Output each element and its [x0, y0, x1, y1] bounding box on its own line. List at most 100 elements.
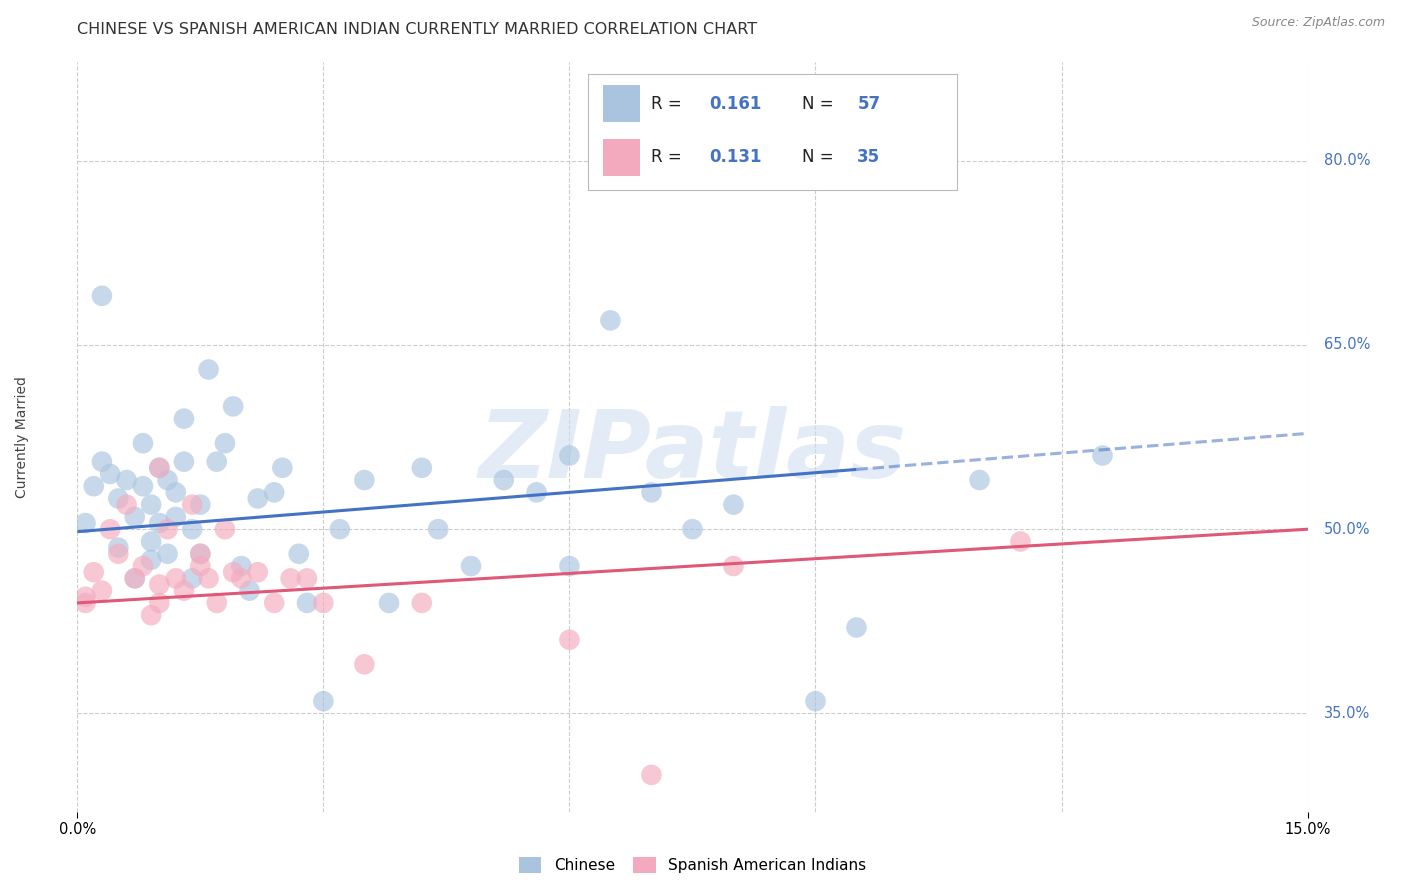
- Point: [181, 571, 204, 585]
- Point: [558, 632, 581, 647]
- Text: CHINESE VS SPANISH AMERICAN INDIAN CURRENTLY MARRIED CORRELATION CHART: CHINESE VS SPANISH AMERICAN INDIAN CURRE…: [77, 22, 758, 37]
- Text: Source: ZipAtlas.com: Source: ZipAtlas.com: [1251, 16, 1385, 29]
- Point: [845, 620, 868, 634]
- Point: [132, 479, 155, 493]
- Point: [263, 596, 285, 610]
- Point: [312, 694, 335, 708]
- Point: [188, 498, 212, 512]
- Point: [107, 541, 129, 555]
- Point: [411, 460, 433, 475]
- Point: [141, 534, 163, 549]
- Point: [460, 559, 482, 574]
- Point: [558, 559, 581, 574]
- Point: [353, 473, 375, 487]
- Point: [141, 553, 163, 567]
- Point: [1091, 449, 1114, 463]
- Point: [197, 362, 219, 376]
- Point: [156, 473, 179, 487]
- Point: [90, 289, 114, 303]
- Point: [205, 455, 228, 469]
- Point: [205, 596, 228, 610]
- Point: [353, 657, 375, 672]
- Point: [295, 596, 318, 610]
- Point: [378, 596, 401, 610]
- Point: [107, 547, 129, 561]
- Text: 80.0%: 80.0%: [1324, 153, 1371, 169]
- Point: [682, 522, 704, 536]
- Point: [115, 498, 138, 512]
- Point: [165, 510, 187, 524]
- Point: [148, 460, 170, 475]
- Point: [492, 473, 515, 487]
- Point: [312, 596, 335, 610]
- Point: [75, 516, 97, 530]
- Point: [411, 596, 433, 610]
- Point: [75, 596, 97, 610]
- Text: 35.0%: 35.0%: [1324, 706, 1371, 721]
- Text: 65.0%: 65.0%: [1324, 337, 1371, 352]
- Point: [214, 522, 236, 536]
- Point: [132, 436, 155, 450]
- Point: [723, 559, 745, 574]
- Point: [188, 559, 212, 574]
- Point: [197, 571, 219, 585]
- Point: [90, 583, 114, 598]
- Point: [132, 559, 155, 574]
- Point: [214, 436, 236, 450]
- Point: [156, 547, 179, 561]
- Point: [222, 565, 245, 579]
- Point: [83, 565, 105, 579]
- Point: [969, 473, 991, 487]
- Text: ZIPatlas: ZIPatlas: [478, 406, 907, 498]
- Legend: Chinese, Spanish American Indians: Chinese, Spanish American Indians: [512, 851, 873, 879]
- Point: [222, 400, 245, 414]
- Point: [90, 455, 114, 469]
- Point: [148, 577, 170, 591]
- Point: [165, 571, 187, 585]
- Point: [141, 608, 163, 623]
- Point: [188, 547, 212, 561]
- Point: [246, 565, 269, 579]
- Point: [188, 547, 212, 561]
- Point: [124, 571, 146, 585]
- Point: [329, 522, 352, 536]
- Point: [280, 571, 302, 585]
- Point: [246, 491, 269, 506]
- Point: [173, 411, 195, 425]
- Text: 50.0%: 50.0%: [1324, 522, 1371, 537]
- Point: [165, 485, 187, 500]
- Point: [231, 571, 253, 585]
- Point: [148, 460, 170, 475]
- Point: [427, 522, 450, 536]
- Point: [181, 498, 204, 512]
- Point: [231, 559, 253, 574]
- Point: [173, 583, 195, 598]
- Point: [295, 571, 318, 585]
- Point: [83, 479, 105, 493]
- Point: [124, 571, 146, 585]
- Text: Currently Married: Currently Married: [15, 376, 30, 498]
- Point: [98, 467, 121, 481]
- Point: [599, 313, 621, 327]
- Point: [107, 491, 129, 506]
- Point: [804, 694, 827, 708]
- Point: [141, 498, 163, 512]
- Point: [640, 768, 662, 782]
- Point: [115, 473, 138, 487]
- Point: [1010, 534, 1032, 549]
- Point: [263, 485, 285, 500]
- Point: [173, 455, 195, 469]
- Point: [124, 510, 146, 524]
- Point: [558, 449, 581, 463]
- Point: [723, 498, 745, 512]
- Point: [148, 516, 170, 530]
- Point: [239, 583, 262, 598]
- Point: [75, 590, 97, 604]
- Point: [271, 460, 294, 475]
- Point: [526, 485, 548, 500]
- Point: [288, 547, 311, 561]
- Point: [98, 522, 121, 536]
- Point: [181, 522, 204, 536]
- Point: [640, 485, 662, 500]
- Point: [148, 596, 170, 610]
